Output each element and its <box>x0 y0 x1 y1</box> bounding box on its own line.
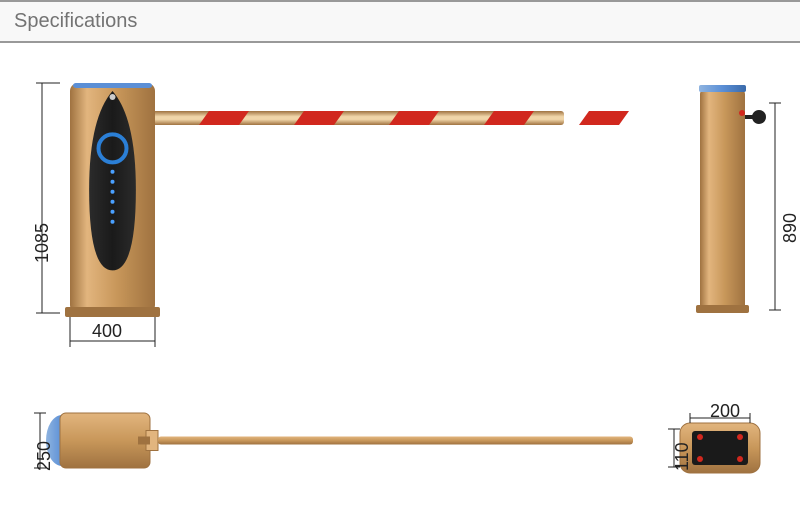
screw-icon <box>110 94 116 100</box>
diagram-canvas: 1085 400 890 250 200 110 <box>0 43 800 523</box>
side-cap <box>699 85 746 92</box>
top-boom <box>158 437 633 445</box>
mount-hole <box>697 456 703 462</box>
dim-bottom-width: 200 <box>710 401 740 422</box>
mount-hole <box>737 434 743 440</box>
side-body <box>700 90 745 310</box>
dim-top-height: 250 <box>34 441 55 471</box>
dim-front-height: 1085 <box>32 223 53 263</box>
led-dot <box>111 180 115 184</box>
led-dot <box>111 210 115 214</box>
front-view <box>65 83 629 317</box>
side-knob <box>752 110 766 124</box>
dim-front-width: 400 <box>92 321 122 342</box>
mount-hole <box>697 434 703 440</box>
led-dot <box>111 190 115 194</box>
led-dot <box>111 170 115 174</box>
top-body <box>60 413 150 468</box>
dim-bottom-height: 110 <box>672 442 693 471</box>
led-dot <box>111 220 115 224</box>
boom-stripe <box>579 111 629 125</box>
side-view <box>696 85 766 313</box>
top-view <box>46 413 633 468</box>
header-bar: Specifications <box>0 0 800 43</box>
mount-hole <box>737 456 743 462</box>
page-title: Specifications <box>14 10 137 32</box>
base-plate <box>65 307 160 317</box>
led-dot <box>111 200 115 204</box>
dim-side-height: 890 <box>780 213 800 243</box>
